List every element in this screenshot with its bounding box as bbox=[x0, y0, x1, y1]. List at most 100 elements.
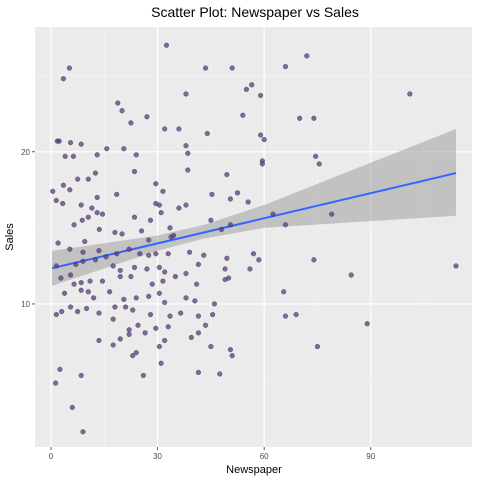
data-point bbox=[99, 211, 106, 217]
data-point bbox=[195, 313, 202, 319]
data-point bbox=[188, 334, 194, 341]
data-point bbox=[103, 254, 109, 260]
data-point bbox=[137, 251, 143, 257]
data-point bbox=[74, 176, 81, 182]
data-point bbox=[314, 343, 321, 350]
data-point bbox=[146, 252, 152, 258]
data-point bbox=[297, 115, 303, 121]
data-point bbox=[110, 263, 116, 269]
data-point bbox=[58, 275, 64, 281]
data-point bbox=[79, 217, 85, 223]
data-point bbox=[167, 225, 173, 231]
data-point bbox=[142, 330, 148, 336]
data-point bbox=[61, 290, 68, 296]
data-point bbox=[147, 311, 154, 318]
data-point bbox=[114, 251, 120, 257]
data-point bbox=[163, 42, 170, 48]
data-point bbox=[133, 295, 139, 301]
data-point bbox=[247, 266, 253, 272]
data-point bbox=[209, 311, 216, 318]
data-point bbox=[60, 200, 66, 207]
data-point bbox=[66, 65, 73, 71]
data-point bbox=[162, 337, 168, 344]
data-point bbox=[94, 210, 100, 216]
data-point bbox=[138, 228, 145, 234]
data-point bbox=[329, 211, 335, 217]
data-point bbox=[149, 281, 155, 287]
confidence-band bbox=[52, 128, 457, 286]
data-point bbox=[229, 65, 235, 71]
data-point bbox=[194, 281, 200, 287]
data-point bbox=[249, 82, 255, 88]
data-point bbox=[227, 346, 234, 353]
data-point bbox=[128, 273, 134, 280]
data-point bbox=[185, 150, 191, 156]
data-points bbox=[50, 42, 459, 435]
data-point bbox=[110, 342, 116, 348]
data-point bbox=[60, 76, 67, 82]
data-point bbox=[218, 226, 225, 233]
data-point bbox=[192, 298, 198, 304]
data-point bbox=[67, 140, 74, 146]
data-point bbox=[60, 182, 67, 188]
data-point bbox=[222, 266, 228, 272]
confidence-ribbon bbox=[52, 128, 457, 286]
data-point bbox=[186, 249, 193, 255]
data-point bbox=[73, 261, 79, 268]
data-point bbox=[74, 308, 81, 315]
data-point bbox=[165, 324, 171, 330]
data-point bbox=[126, 331, 132, 338]
data-point bbox=[53, 197, 59, 204]
data-point bbox=[94, 152, 100, 158]
x-tick-label: 90 bbox=[366, 452, 375, 461]
data-point bbox=[83, 305, 90, 312]
data-point bbox=[80, 258, 86, 264]
data-point bbox=[195, 369, 202, 376]
data-point bbox=[121, 296, 127, 303]
y-axis-title: Sales bbox=[4, 223, 16, 251]
data-point bbox=[69, 404, 75, 411]
data-point bbox=[160, 278, 166, 284]
data-point bbox=[170, 232, 177, 239]
data-point bbox=[224, 255, 230, 261]
data-point bbox=[202, 322, 209, 328]
data-point bbox=[453, 263, 459, 269]
data-point bbox=[78, 287, 84, 293]
data-point bbox=[304, 53, 310, 59]
data-point bbox=[133, 152, 139, 158]
data-point bbox=[311, 257, 317, 263]
data-point bbox=[195, 261, 202, 268]
data-point bbox=[153, 251, 159, 257]
data-point bbox=[243, 86, 250, 93]
data-point bbox=[153, 181, 159, 187]
data-point bbox=[167, 313, 173, 319]
data-point bbox=[119, 108, 125, 114]
data-point bbox=[80, 249, 86, 255]
data-point bbox=[117, 273, 123, 280]
data-point bbox=[185, 167, 191, 173]
data-point bbox=[112, 304, 118, 310]
data-point bbox=[104, 146, 110, 152]
data-point bbox=[259, 161, 266, 167]
data-point bbox=[78, 280, 84, 286]
x-tick-label: 30 bbox=[153, 452, 162, 461]
data-point bbox=[92, 170, 99, 176]
data-point bbox=[313, 153, 319, 159]
data-point bbox=[67, 272, 74, 278]
data-point bbox=[208, 343, 214, 350]
data-point bbox=[183, 91, 189, 97]
data-point bbox=[282, 222, 289, 228]
data-point bbox=[156, 202, 162, 208]
data-point bbox=[115, 100, 121, 106]
data-point bbox=[106, 289, 113, 295]
data-point bbox=[225, 275, 232, 281]
data-point bbox=[110, 316, 116, 322]
x-axis: 0 30 60 90 bbox=[49, 447, 376, 461]
data-point bbox=[183, 270, 189, 277]
data-point bbox=[156, 290, 162, 296]
data-point bbox=[96, 337, 102, 344]
data-point bbox=[183, 143, 189, 149]
data-point bbox=[126, 327, 132, 333]
data-point bbox=[50, 188, 56, 194]
data-point bbox=[55, 240, 61, 246]
